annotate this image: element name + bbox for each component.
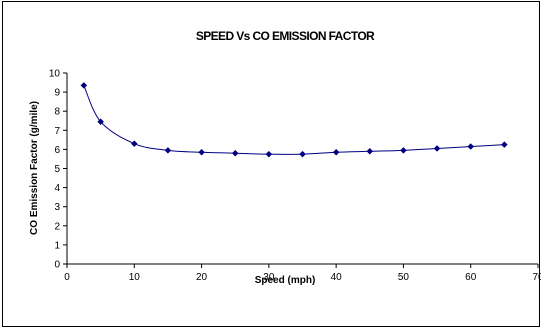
y-axis-label: CO Emission Factor (g/mile)	[29, 101, 40, 235]
data-point	[97, 118, 104, 126]
x-tick-label: 30	[263, 272, 275, 283]
chart-svg: SPEED Vs CO EMISSION FACTOR 0 1 2 3 4 5 6 7 8 9 10…	[29, 29, 541, 286]
y-tick-label: 2	[54, 221, 60, 232]
data-point	[332, 148, 340, 156]
data-point	[366, 147, 374, 155]
data-point	[501, 141, 508, 148]
data-point	[265, 150, 273, 158]
x-axis-label: Speed (mph)	[255, 275, 316, 286]
x-tick-label: 40	[331, 272, 343, 283]
x-tick-label: 70	[532, 272, 541, 283]
plot-area: 0 1 2 3 4 5 6 7 8 9 10 0 10 20 30 40 50 60 70	[49, 69, 541, 284]
data-point	[433, 145, 441, 152]
y-tick-label: 9	[54, 88, 60, 99]
data-point	[400, 147, 407, 154]
y-tick-label: 7	[54, 126, 60, 137]
data-point	[130, 140, 138, 148]
x-tick-label: 0	[64, 272, 70, 283]
x-tick-label: 10	[129, 272, 141, 283]
data-point	[299, 150, 306, 158]
data-point	[80, 82, 88, 89]
data-point	[231, 149, 239, 157]
y-tick-label: 1	[54, 240, 60, 251]
data-point	[467, 143, 475, 150]
y-tick-label: 4	[54, 183, 60, 194]
data-point	[164, 147, 172, 154]
x-tick-label: 20	[196, 272, 208, 283]
y-tick-label: 0	[54, 260, 60, 271]
x-tick-label: 60	[465, 272, 477, 283]
series-line	[83, 85, 505, 155]
x-tick-label: 50	[398, 272, 410, 283]
y-tick-label: 5	[54, 164, 60, 175]
chart-title: SPEED Vs CO EMISSION FACTOR	[196, 29, 375, 43]
y-tick-label: 6	[54, 145, 60, 156]
y-tick-label: 8	[54, 107, 60, 118]
y-tick-label: 10	[49, 69, 61, 80]
data-point	[198, 148, 205, 156]
y-tick-label: 3	[54, 202, 60, 213]
